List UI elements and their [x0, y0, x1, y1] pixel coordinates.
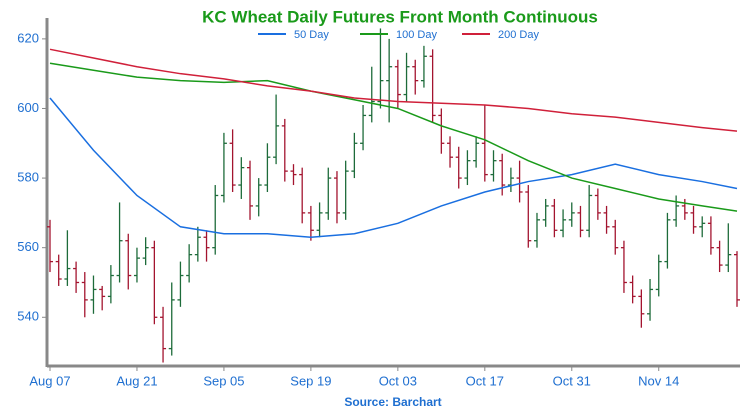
y-tick-label: 620: [17, 30, 39, 45]
x-tick-label: Sep 05: [203, 373, 244, 388]
ma-line: [49, 62, 738, 212]
x-tick-label: Aug 21: [116, 373, 157, 388]
y-tick-label: 540: [17, 309, 39, 324]
x-tick-label: Sep 19: [290, 373, 331, 388]
x-tick-label: Oct 17: [466, 373, 504, 388]
x-tick-label: Oct 31: [553, 373, 591, 388]
chart-title: KC Wheat Daily Futures Front Month Conti…: [202, 7, 598, 26]
legend-label: 50 Day: [294, 29, 329, 41]
source: Source: Barchart: [344, 395, 441, 409]
y-tick-label: 600: [17, 100, 39, 115]
x-tick-label: Oct 03: [379, 373, 417, 388]
y-tick-label: 580: [17, 170, 39, 185]
x-tick-label: Nov 14: [638, 373, 679, 388]
legend-label: 200 Day: [498, 29, 539, 41]
x-tick-label: Aug 07: [29, 373, 70, 388]
ma-line: [49, 97, 738, 238]
ma-line: [49, 48, 738, 132]
y-tick-label: 560: [17, 239, 39, 254]
legend-label: 100 Day: [396, 29, 437, 41]
